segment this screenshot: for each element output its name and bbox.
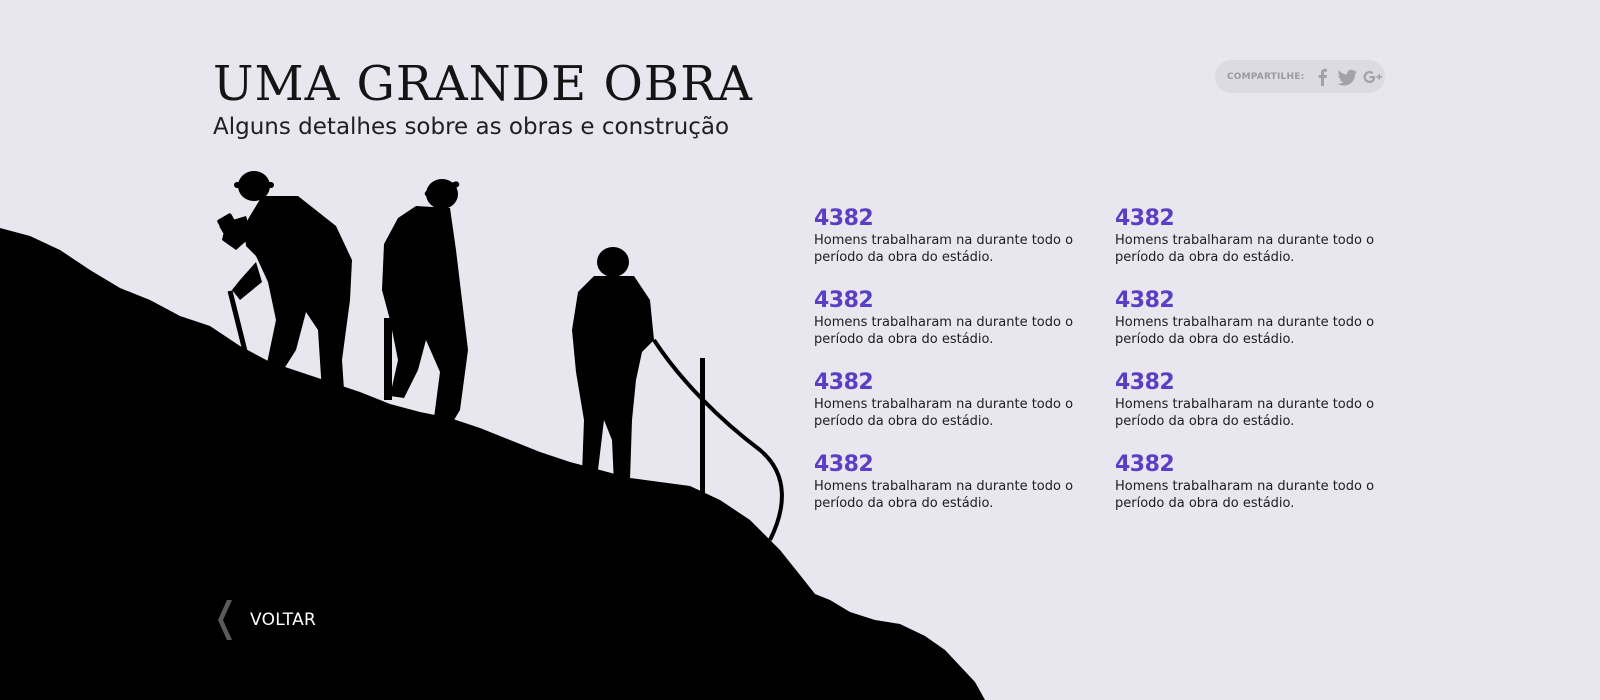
stat-item: 4382 Homens trabalharam na durante todo … xyxy=(814,452,1115,512)
stat-description: Homens trabalharam na durante todo o per… xyxy=(1115,233,1375,265)
stat-item: 4382 Homens trabalharam na durante todo … xyxy=(1115,452,1395,512)
stat-number: 4382 xyxy=(1115,288,1175,313)
stat-number: 4382 xyxy=(814,452,874,477)
stat-description: Homens trabalharam na durante todo o per… xyxy=(814,479,1074,511)
back-button[interactable]: VOLTAR xyxy=(213,598,316,642)
twitter-icon[interactable] xyxy=(1337,67,1359,87)
stat-item: 4382 Homens trabalharam na durante todo … xyxy=(1115,206,1395,266)
share-bar: COMPARTILHE: xyxy=(1215,60,1385,93)
facebook-icon[interactable] xyxy=(1312,67,1334,87)
back-label: VOLTAR xyxy=(250,610,317,630)
stat-description: Homens trabalharam na durante todo o per… xyxy=(1115,315,1375,347)
stat-description: Homens trabalharam na durante todo o per… xyxy=(814,233,1074,265)
stat-item: 4382 Homens trabalharam na durante todo … xyxy=(1115,288,1395,348)
stat-number: 4382 xyxy=(1115,452,1175,477)
stat-number: 4382 xyxy=(814,206,874,231)
stat-item: 4382 Homens trabalharam na durante todo … xyxy=(814,288,1115,348)
page-header: UMA GRANDE OBRA Alguns detalhes sobre as… xyxy=(213,58,753,141)
stat-description: Homens trabalharam na durante todo o per… xyxy=(814,315,1074,347)
stat-description: Homens trabalharam na durante todo o per… xyxy=(814,397,1074,429)
stat-number: 4382 xyxy=(1115,206,1175,231)
stat-item: 4382 Homens trabalharam na durante todo … xyxy=(1115,370,1395,430)
chevron-left-icon xyxy=(218,600,232,640)
stat-number: 4382 xyxy=(814,288,874,313)
google-plus-icon[interactable] xyxy=(1362,67,1384,87)
stat-description: Homens trabalharam na durante todo o per… xyxy=(1115,479,1375,511)
stat-item: 4382 Homens trabalharam na durante todo … xyxy=(814,370,1115,430)
stat-item: 4382 Homens trabalharam na durante todo … xyxy=(814,206,1115,266)
stat-number: 4382 xyxy=(814,370,874,395)
hillside-silhouette xyxy=(0,228,985,700)
page-subtitle: Alguns detalhes sobre as obras e constru… xyxy=(213,114,730,140)
stat-description: Homens trabalharam na durante todo o per… xyxy=(1115,397,1375,429)
share-label: COMPARTILHE: xyxy=(1227,71,1305,82)
worker-hammer-silhouette xyxy=(217,171,352,392)
stats-grid: 4382 Homens trabalharam na durante todo … xyxy=(814,206,1395,512)
worker-standing-silhouette xyxy=(382,179,468,420)
page-title: UMA GRANDE OBRA xyxy=(213,56,753,112)
worker-hose-silhouette xyxy=(572,247,784,541)
stat-number: 4382 xyxy=(1115,370,1175,395)
